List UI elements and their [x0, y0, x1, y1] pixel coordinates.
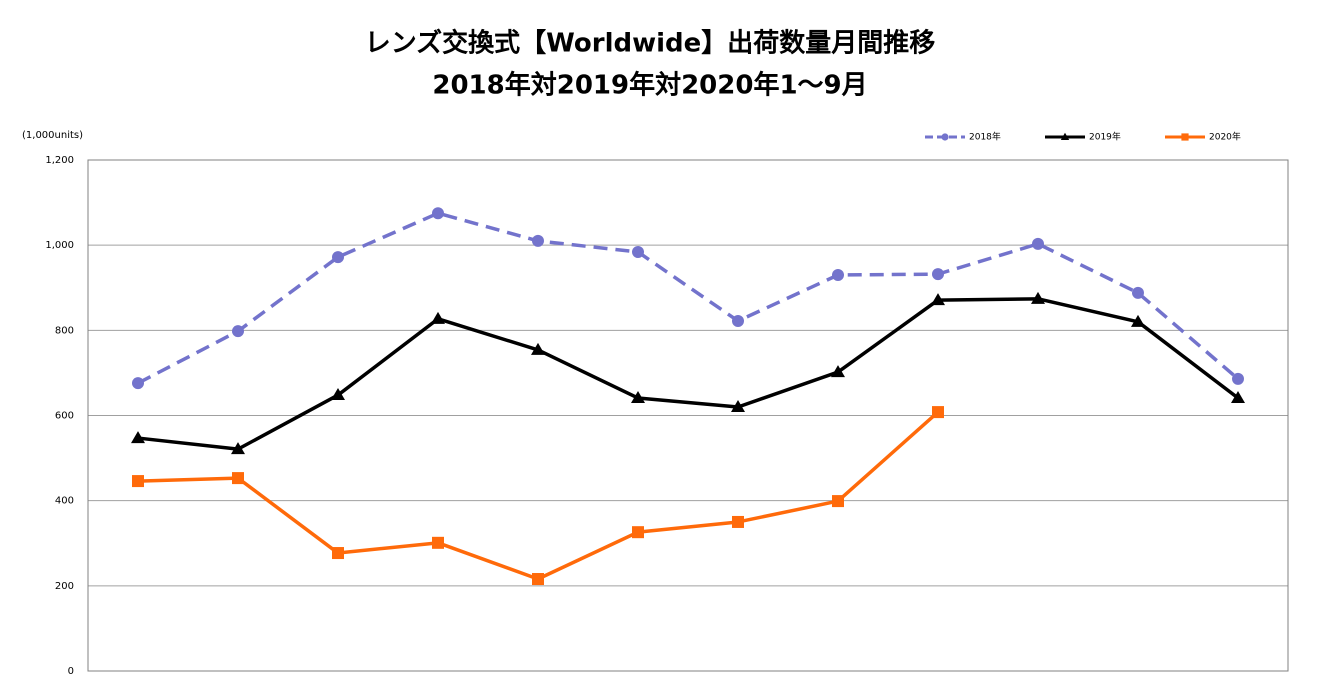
y-tick-label: 400	[55, 496, 74, 507]
y-tick-label: 1,000	[45, 240, 74, 251]
point	[332, 547, 344, 560]
series-line	[137, 297, 1240, 451]
point	[232, 472, 244, 485]
legend-marker	[1060, 132, 1070, 140]
point	[432, 207, 444, 220]
point	[1132, 286, 1144, 299]
point	[332, 251, 344, 264]
plot-border	[87, 159, 1289, 672]
point	[131, 431, 145, 444]
point	[532, 234, 544, 247]
y-axis-label: (1,000units)	[22, 130, 83, 141]
point	[932, 406, 944, 419]
point	[732, 515, 744, 528]
point	[531, 342, 545, 355]
point	[831, 365, 845, 378]
point	[532, 573, 544, 586]
point	[232, 325, 244, 338]
point	[432, 536, 444, 549]
point	[731, 399, 745, 412]
point	[832, 495, 844, 508]
chart-subtitle: 2018年対2019年対2020年1～9月	[432, 70, 867, 101]
point	[931, 293, 945, 306]
y-tick-label: 600	[55, 411, 74, 422]
point	[1031, 291, 1045, 304]
point	[231, 442, 245, 455]
legend-marker	[941, 133, 949, 141]
point	[132, 475, 144, 488]
chart-title: レンズ交換式【Worldwide】出荷数量月間推移	[365, 28, 936, 59]
point	[632, 526, 644, 539]
point	[832, 268, 844, 281]
legend-label: 2018年	[969, 131, 1001, 143]
point	[331, 388, 345, 401]
point	[631, 391, 645, 404]
legend-label: 2020年	[1209, 131, 1241, 143]
point	[1131, 314, 1145, 327]
point	[732, 314, 744, 327]
point	[132, 377, 144, 390]
y-tick-label: 200	[55, 581, 74, 592]
point	[431, 311, 445, 324]
point	[1232, 372, 1244, 385]
legend-label: 2019年	[1089, 131, 1121, 143]
point	[932, 268, 944, 281]
point	[1231, 391, 1245, 404]
point	[632, 245, 644, 258]
series-line	[137, 211, 1240, 385]
y-tick-label: 1,200	[45, 155, 74, 166]
y-tick-label: 0	[68, 666, 74, 677]
y-tick-label: 800	[55, 325, 74, 336]
legend-marker	[1181, 133, 1189, 141]
point	[1032, 237, 1044, 250]
